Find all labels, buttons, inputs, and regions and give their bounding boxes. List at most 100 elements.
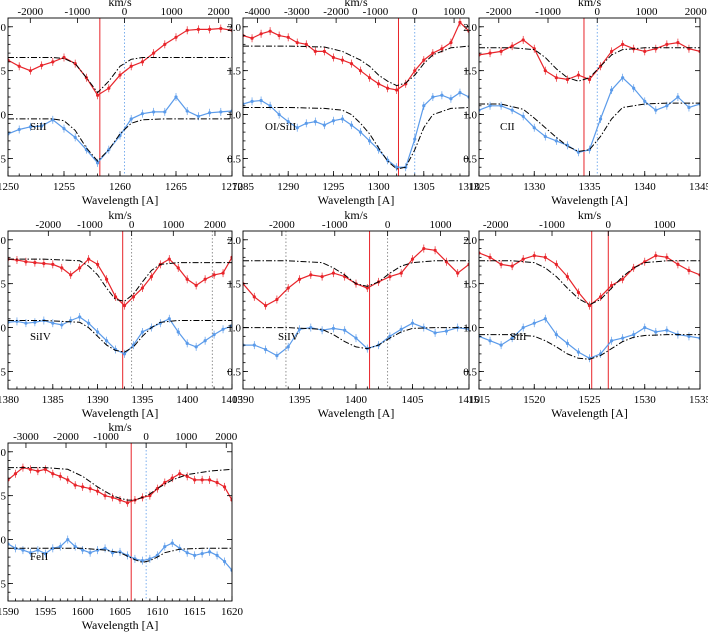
fit-line bbox=[479, 334, 700, 360]
blue-data-point bbox=[163, 110, 167, 114]
blue-data-point bbox=[17, 127, 21, 132]
blue-data-point bbox=[576, 350, 581, 354]
red-data-point bbox=[320, 275, 324, 279]
y-tick-label: 0.5 bbox=[0, 153, 7, 165]
blue-data-point bbox=[554, 139, 558, 143]
blue-data-point bbox=[81, 548, 85, 552]
red-data-point bbox=[275, 297, 279, 302]
x-tick-label: 1395 bbox=[289, 394, 312, 406]
red-data-point bbox=[458, 20, 462, 24]
red-data-point bbox=[118, 73, 122, 77]
blue-data-point bbox=[96, 330, 100, 334]
red-data-point bbox=[196, 27, 200, 32]
plot-area bbox=[8, 18, 232, 176]
blue-data-point bbox=[140, 112, 144, 116]
red-data-point bbox=[643, 49, 647, 53]
blue-data-point bbox=[203, 339, 207, 343]
x-tick-label: 1600 bbox=[72, 606, 95, 618]
top-tick-label: -2000 bbox=[269, 219, 295, 231]
fit-line bbox=[8, 320, 232, 353]
blue-data-point bbox=[96, 161, 100, 165]
blue-data-point bbox=[62, 127, 66, 131]
top-tick-label: 0 bbox=[122, 6, 128, 18]
top-tick-label: -1000 bbox=[65, 6, 91, 18]
red-data-point bbox=[554, 262, 558, 266]
x-tick-label: 1265 bbox=[165, 181, 188, 193]
red-data-point bbox=[676, 40, 680, 45]
red-data-point bbox=[78, 266, 82, 270]
blue-data-point bbox=[331, 326, 335, 331]
blue-data-point bbox=[565, 143, 570, 147]
y-tick-label: 1.5 bbox=[0, 66, 7, 78]
blue-data-point bbox=[676, 95, 680, 99]
red-data-point bbox=[521, 38, 525, 42]
x-tick-label: 1390 bbox=[87, 394, 110, 406]
red-data-point bbox=[399, 271, 403, 275]
red-data-point bbox=[576, 290, 581, 295]
red-data-point bbox=[103, 494, 107, 498]
x-axis-title: Wavelength [A] bbox=[318, 193, 395, 207]
red-data-point bbox=[488, 51, 492, 55]
top-tick-label: 0 bbox=[385, 219, 391, 231]
red-data-point bbox=[219, 26, 223, 31]
y-tick-label: 0.5 bbox=[0, 578, 7, 590]
blue-data-point bbox=[632, 332, 636, 337]
red-data-point bbox=[40, 63, 44, 67]
red-data-point bbox=[87, 257, 91, 261]
blue-data-point bbox=[643, 99, 647, 103]
red-data-point bbox=[433, 248, 437, 252]
x-tick-label: 1325 bbox=[468, 181, 491, 193]
blue-data-point bbox=[687, 334, 691, 338]
x-tick-label: 1255 bbox=[53, 181, 76, 193]
ion-label: FeII bbox=[30, 551, 49, 563]
red-data-point bbox=[554, 76, 558, 80]
axis-frame bbox=[242, 230, 470, 390]
blue-data-point bbox=[21, 548, 25, 552]
y-tick-label: 1.5 bbox=[227, 279, 241, 291]
blue-data-point bbox=[185, 109, 189, 113]
panel-4: 1380 1385 1390 1395 1400 1405 0.5 1.0 1.5 2.0 -200… bbox=[0, 208, 244, 420]
x-tick-label: 1345 bbox=[689, 181, 708, 193]
x-tick-label: 1400 bbox=[345, 394, 368, 406]
x-tick-label: 1335 bbox=[579, 181, 602, 193]
blue-data-point bbox=[185, 551, 189, 555]
x-tick-label: 1395 bbox=[131, 394, 154, 406]
plot-area bbox=[479, 231, 700, 389]
red-data-point bbox=[676, 262, 680, 266]
blue-data-point bbox=[499, 104, 503, 108]
top-tick-label: -2000 bbox=[323, 6, 349, 18]
blue-data-point bbox=[185, 341, 189, 345]
blue-data-point bbox=[140, 330, 144, 334]
x-tick-label: 1310 bbox=[458, 181, 481, 193]
blue-data-point bbox=[431, 95, 435, 99]
blue-data-point bbox=[103, 546, 107, 550]
red-data-point bbox=[17, 64, 21, 68]
red-data-point bbox=[140, 286, 144, 290]
ion-label: CII bbox=[500, 121, 515, 133]
red-data-point bbox=[313, 49, 317, 53]
red-data-point bbox=[51, 60, 55, 64]
y-tick-label: 1.5 bbox=[0, 279, 7, 291]
x-tick-label: 1285 bbox=[232, 181, 255, 193]
fit-line bbox=[8, 258, 232, 302]
blue-data-point bbox=[297, 327, 302, 331]
blue-data-point bbox=[36, 548, 40, 552]
red-data-point bbox=[107, 86, 111, 90]
blue-data-point bbox=[73, 544, 77, 549]
fit-line bbox=[8, 118, 232, 162]
red-data-point bbox=[422, 246, 426, 251]
y-tick-label: 2.0 bbox=[463, 22, 477, 34]
top-tick-label: -3000 bbox=[284, 6, 310, 18]
y-tick-label: 2.0 bbox=[463, 235, 477, 247]
x-tick-label: 1405 bbox=[402, 394, 425, 406]
y-tick-label: 1.0 bbox=[0, 535, 7, 547]
x-tick-label: 1340 bbox=[634, 181, 657, 193]
red-data-point bbox=[456, 271, 460, 275]
blue-data-point bbox=[28, 551, 32, 555]
x-tick-label: 1260 bbox=[109, 181, 132, 193]
blue-data-point bbox=[33, 320, 37, 324]
blue-data-point bbox=[24, 321, 28, 325]
red-data-point bbox=[176, 266, 180, 270]
y-tick-label: 1.5 bbox=[463, 66, 477, 78]
x-tick-label: 1620 bbox=[221, 606, 244, 618]
